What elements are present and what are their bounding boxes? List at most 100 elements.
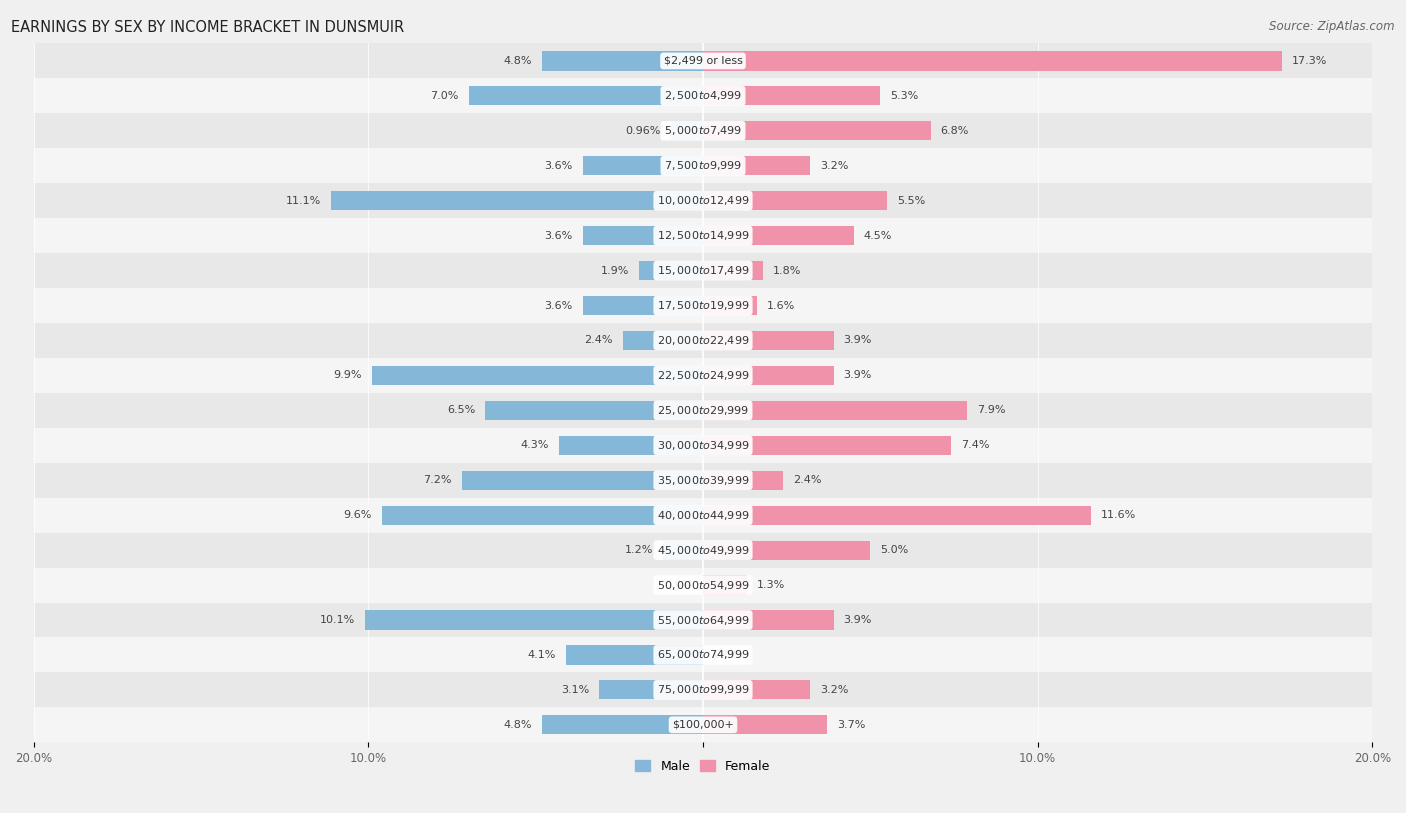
Bar xyxy=(703,366,834,385)
Text: 3.6%: 3.6% xyxy=(544,161,572,171)
Bar xyxy=(582,156,703,176)
Bar xyxy=(662,541,703,559)
Bar xyxy=(34,288,1372,323)
Bar xyxy=(34,533,1372,567)
Text: 1.3%: 1.3% xyxy=(756,580,785,590)
Bar xyxy=(703,261,763,280)
Text: 4.8%: 4.8% xyxy=(503,56,533,66)
Text: 11.1%: 11.1% xyxy=(287,196,322,206)
Bar xyxy=(34,218,1372,253)
Bar xyxy=(371,366,703,385)
Text: $12,500 to $14,999: $12,500 to $14,999 xyxy=(657,229,749,242)
Bar xyxy=(703,715,827,734)
Bar xyxy=(703,680,810,699)
Text: 4.8%: 4.8% xyxy=(503,720,533,730)
Text: 1.8%: 1.8% xyxy=(773,266,801,276)
Text: 5.3%: 5.3% xyxy=(890,91,918,101)
Bar xyxy=(485,401,703,420)
Bar xyxy=(565,646,703,664)
Bar xyxy=(703,436,950,455)
Bar xyxy=(34,498,1372,533)
Text: 1.6%: 1.6% xyxy=(766,301,794,311)
Text: 3.2%: 3.2% xyxy=(820,685,849,695)
Text: $45,000 to $49,999: $45,000 to $49,999 xyxy=(657,544,749,557)
Text: 10.1%: 10.1% xyxy=(319,615,354,625)
Bar xyxy=(560,436,703,455)
Bar xyxy=(703,331,834,350)
Bar xyxy=(703,401,967,420)
Bar xyxy=(34,183,1372,218)
Text: 9.6%: 9.6% xyxy=(343,511,371,520)
Bar xyxy=(703,51,1282,71)
Bar xyxy=(34,707,1372,742)
Bar xyxy=(703,506,1091,524)
Bar xyxy=(543,51,703,71)
Bar xyxy=(703,296,756,315)
Text: 7.9%: 7.9% xyxy=(977,406,1005,415)
Text: $2,500 to $4,999: $2,500 to $4,999 xyxy=(664,89,742,102)
Text: $17,500 to $19,999: $17,500 to $19,999 xyxy=(657,299,749,312)
Bar xyxy=(34,113,1372,148)
Bar xyxy=(543,715,703,734)
Text: $30,000 to $34,999: $30,000 to $34,999 xyxy=(657,439,749,452)
Text: 4.5%: 4.5% xyxy=(863,231,891,241)
Text: 0.0%: 0.0% xyxy=(713,650,741,660)
Text: 1.9%: 1.9% xyxy=(600,266,630,276)
Bar xyxy=(703,121,931,141)
Text: $40,000 to $44,999: $40,000 to $44,999 xyxy=(657,509,749,522)
Text: 1.2%: 1.2% xyxy=(624,546,652,555)
Bar xyxy=(623,331,703,350)
Bar xyxy=(34,358,1372,393)
Text: 7.4%: 7.4% xyxy=(960,441,990,450)
Text: 3.9%: 3.9% xyxy=(844,615,872,625)
Text: $55,000 to $64,999: $55,000 to $64,999 xyxy=(657,614,749,627)
Bar xyxy=(671,121,703,141)
Text: 3.9%: 3.9% xyxy=(844,371,872,380)
Bar xyxy=(34,428,1372,463)
Bar xyxy=(703,156,810,176)
Bar xyxy=(34,43,1372,78)
Text: 2.4%: 2.4% xyxy=(793,476,823,485)
Bar xyxy=(640,261,703,280)
Legend: Male, Female: Male, Female xyxy=(630,755,776,778)
Bar xyxy=(703,226,853,246)
Text: $100,000+: $100,000+ xyxy=(672,720,734,730)
Text: 11.6%: 11.6% xyxy=(1101,511,1136,520)
Bar xyxy=(703,541,870,559)
Text: 7.2%: 7.2% xyxy=(423,476,451,485)
Text: EARNINGS BY SEX BY INCOME BRACKET IN DUNSMUIR: EARNINGS BY SEX BY INCOME BRACKET IN DUN… xyxy=(11,20,405,35)
Text: 4.3%: 4.3% xyxy=(520,441,548,450)
Text: Source: ZipAtlas.com: Source: ZipAtlas.com xyxy=(1270,20,1395,33)
Text: 3.6%: 3.6% xyxy=(544,301,572,311)
Text: 17.3%: 17.3% xyxy=(1292,56,1327,66)
Text: 5.5%: 5.5% xyxy=(897,196,925,206)
Text: $22,500 to $24,999: $22,500 to $24,999 xyxy=(657,369,749,382)
Text: 0.0%: 0.0% xyxy=(665,580,693,590)
Bar xyxy=(599,680,703,699)
Text: $25,000 to $29,999: $25,000 to $29,999 xyxy=(657,404,749,417)
Bar xyxy=(34,463,1372,498)
Text: $75,000 to $99,999: $75,000 to $99,999 xyxy=(657,684,749,697)
Bar xyxy=(703,611,834,629)
Bar xyxy=(34,602,1372,637)
Text: $20,000 to $22,499: $20,000 to $22,499 xyxy=(657,334,749,347)
Bar xyxy=(34,637,1372,672)
Bar xyxy=(381,506,703,524)
Text: 2.4%: 2.4% xyxy=(583,336,613,346)
Bar xyxy=(582,296,703,315)
Text: 3.6%: 3.6% xyxy=(544,231,572,241)
Text: 0.96%: 0.96% xyxy=(626,126,661,136)
Text: 3.1%: 3.1% xyxy=(561,685,589,695)
Text: 6.5%: 6.5% xyxy=(447,406,475,415)
Bar xyxy=(463,471,703,490)
Bar xyxy=(34,393,1372,428)
Text: $7,500 to $9,999: $7,500 to $9,999 xyxy=(664,159,742,172)
Bar xyxy=(468,86,703,106)
Bar xyxy=(332,191,703,211)
Bar xyxy=(34,323,1372,358)
Text: 6.8%: 6.8% xyxy=(941,126,969,136)
Text: $2,499 or less: $2,499 or less xyxy=(664,56,742,66)
Bar xyxy=(703,86,880,106)
Bar xyxy=(703,471,783,490)
Text: 9.9%: 9.9% xyxy=(333,371,361,380)
